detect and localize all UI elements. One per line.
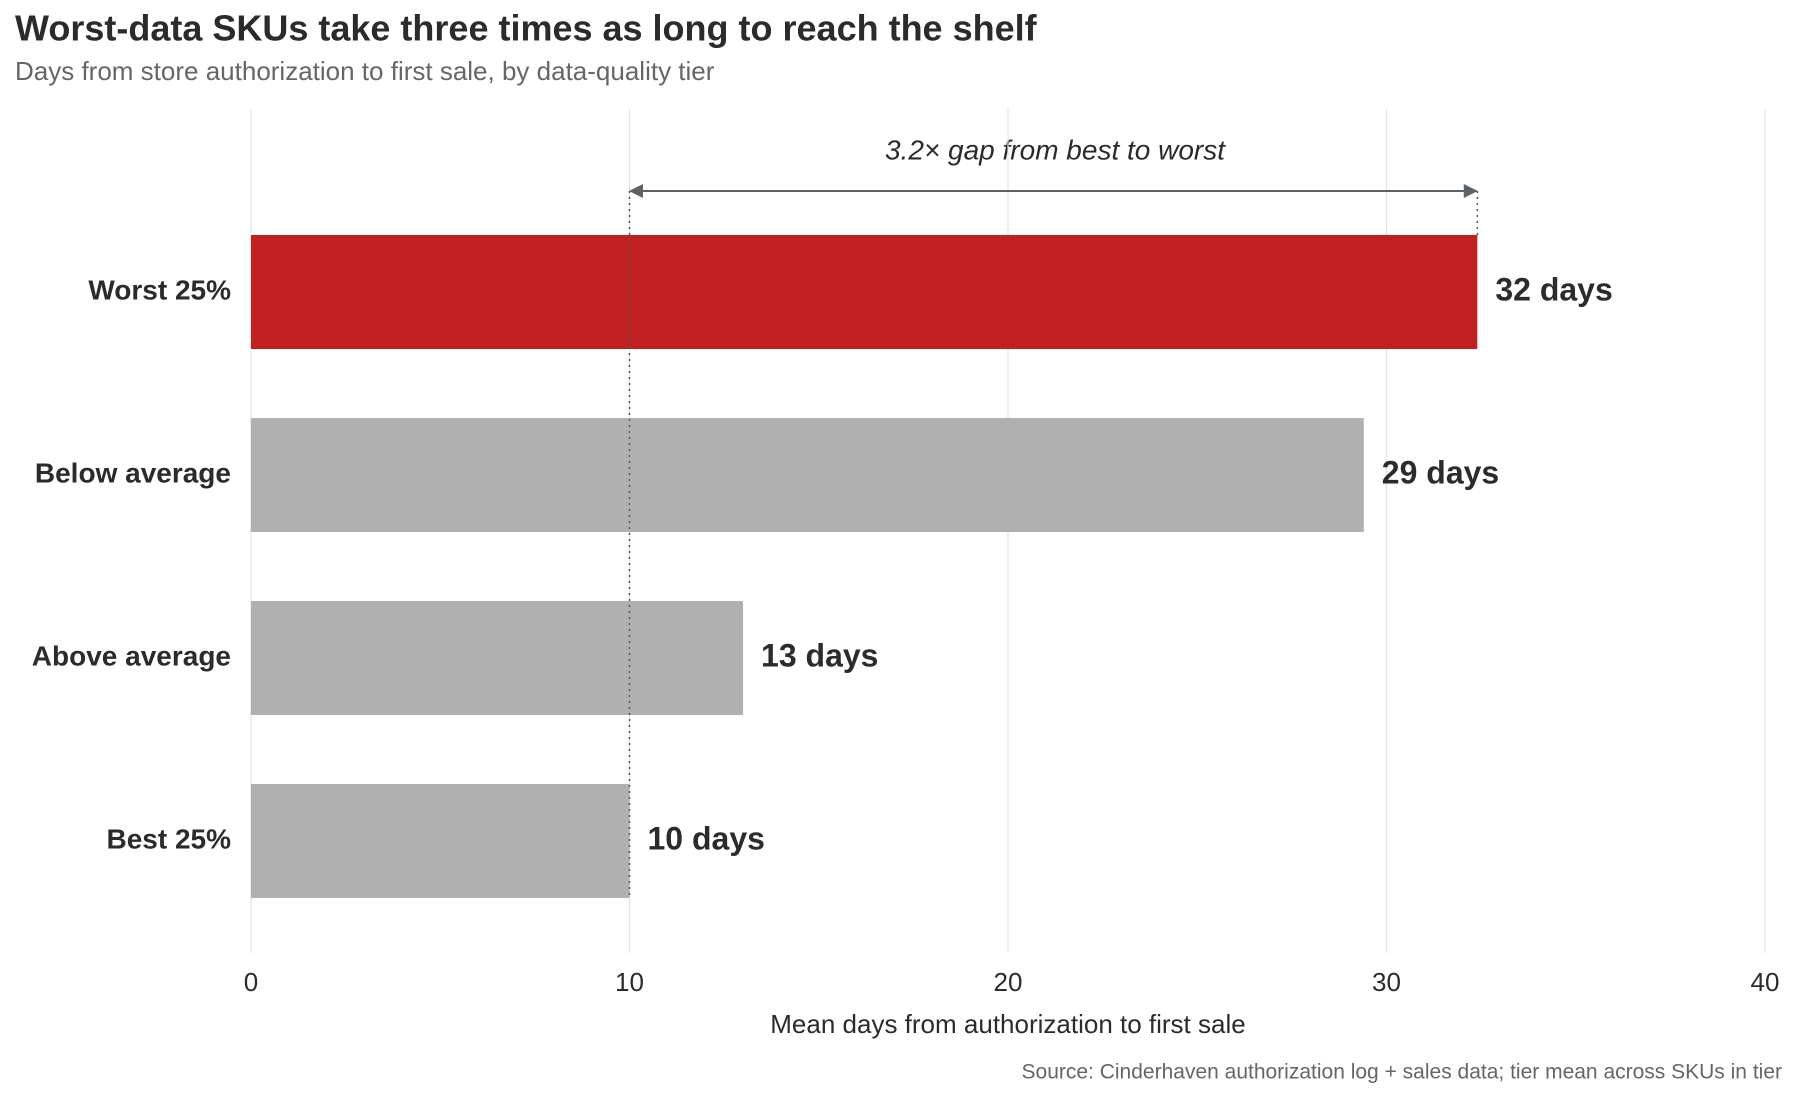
chart-subtitle: Days from store authorization to first s… [15,56,715,86]
bar [251,784,630,898]
value-label: 13 days [761,637,878,673]
value-label: 10 days [648,820,765,856]
y-tick-label: Best 25% [106,823,231,854]
value-label: 29 days [1382,454,1499,490]
annotation: 3.2× gap from best to worst [885,134,1226,165]
x-tick-label: 10 [615,967,644,997]
bar [251,601,744,715]
x-tick-label: 40 [1751,967,1780,997]
y-tick-label: Below average [35,457,231,488]
x-tick-label: 30 [1372,967,1401,997]
bar [251,418,1364,532]
bar [251,235,1478,349]
x-tick-label: 0 [244,967,258,997]
chart-title: Worst-data SKUs take three times as long… [15,8,1038,49]
y-tick-label: Worst 25% [88,274,231,305]
source-note: Source: Cinderhaven authorization log + … [1022,1061,1782,1084]
x-axis-label: Mean days from authorization to first sa… [770,1009,1245,1039]
value-label: 32 days [1495,271,1612,307]
y-tick-label: Above average [32,640,231,671]
x-tick-label: 20 [994,967,1023,997]
